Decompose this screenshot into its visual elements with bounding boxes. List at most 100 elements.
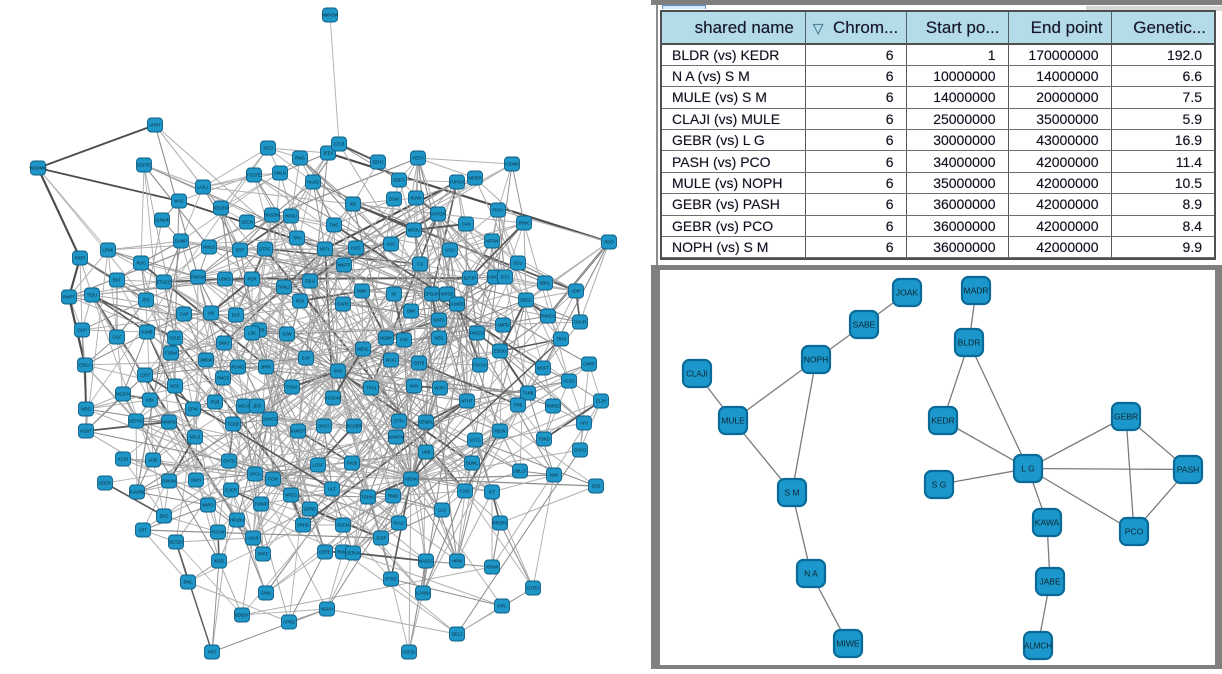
- svg-text:DBFO: DBFO: [393, 178, 405, 183]
- svg-text:FCW: FCW: [268, 477, 278, 482]
- svg-text:OJTEJ: OJTEJ: [527, 586, 540, 591]
- svg-text:NTKW: NTKW: [486, 565, 498, 570]
- svg-text:S G: S G: [932, 479, 947, 489]
- svg-text:OCCM: OCCM: [337, 523, 350, 528]
- svg-text:PJPSH: PJPSH: [450, 180, 464, 185]
- svg-text:NECEW: NECEW: [213, 206, 229, 211]
- svg-text:EAP: EAP: [302, 356, 311, 361]
- svg-text:MDG: MDG: [81, 407, 91, 412]
- svg-text:DSW: DSW: [389, 197, 399, 202]
- svg-text:DAMP: DAMP: [175, 239, 187, 244]
- svg-text:JDO: JDO: [253, 404, 262, 409]
- svg-text:MULE: MULE: [721, 415, 745, 425]
- svg-text:LNAS: LNAS: [248, 536, 259, 541]
- svg-text:MUH: MUH: [191, 478, 201, 483]
- svg-text:GECN: GECN: [241, 220, 253, 225]
- svg-text:RCII: RCII: [296, 299, 304, 304]
- svg-text:GNIK: GNIK: [261, 591, 271, 596]
- svg-text:PWCW: PWCW: [191, 275, 205, 280]
- svg-text:APJ: APJ: [580, 421, 588, 426]
- svg-text:EDOO: EDOO: [494, 349, 507, 354]
- svg-text:TCDD: TCDD: [227, 422, 239, 427]
- svg-text:DGER: DGER: [99, 481, 111, 486]
- svg-text:OAPE: OAPE: [337, 302, 349, 307]
- svg-text:FKSA: FKSA: [493, 208, 504, 213]
- svg-text:WPDE: WPDE: [441, 292, 454, 297]
- svg-text:BLDR: BLDR: [958, 337, 981, 347]
- svg-text:KEDR: KEDR: [931, 415, 955, 425]
- svg-text:NGMH: NGMH: [380, 336, 393, 341]
- svg-text:RNSOM: RNSOM: [264, 213, 280, 218]
- svg-text:NEG: NEG: [434, 336, 443, 341]
- svg-text:MIWE: MIWE: [836, 638, 859, 648]
- svg-text:PUB: PUB: [211, 400, 220, 405]
- svg-text:BELJ: BELJ: [452, 632, 462, 637]
- svg-text:PTP: PTP: [400, 338, 408, 343]
- svg-text:FJAD: FJAD: [460, 489, 470, 494]
- svg-text:IIDI: IIDI: [350, 202, 357, 207]
- svg-text:TPOI: TPOI: [366, 386, 376, 391]
- svg-text:SGFPE: SGFPE: [137, 163, 151, 168]
- svg-text:ELJH: ELJH: [596, 399, 606, 404]
- svg-text:ALMCH: ALMCH: [1024, 641, 1052, 650]
- svg-text:FIJ: FIJ: [417, 262, 423, 267]
- svg-text:NOJFN: NOJFN: [116, 392, 130, 397]
- svg-text:APCA: APCA: [249, 472, 261, 477]
- svg-text:UGU: UGU: [445, 248, 454, 253]
- svg-text:WKMMM: WKMMM: [29, 166, 47, 171]
- svg-text:PNMCS: PNMCS: [540, 314, 555, 319]
- svg-text:L G: L G: [1021, 463, 1034, 473]
- svg-text:AMPD: AMPD: [497, 323, 509, 328]
- svg-text:IFCI: IFCI: [501, 275, 509, 280]
- svg-text:GUWDO: GUWDO: [449, 302, 466, 307]
- svg-text:LFBI: LFBI: [149, 458, 158, 463]
- svg-text:GDRD: GDRD: [304, 507, 316, 512]
- svg-text:BMI: BMI: [407, 309, 414, 314]
- svg-text:WAE: WAE: [174, 199, 184, 204]
- svg-text:OEMFL: OEMFL: [419, 420, 434, 425]
- svg-text:TMC: TMC: [329, 223, 338, 228]
- svg-text:TNIWP: TNIWP: [254, 502, 268, 507]
- svg-text:MWTF: MWTF: [338, 263, 351, 268]
- svg-text:JPC: JPC: [142, 298, 150, 303]
- svg-text:LLO: LLO: [438, 508, 447, 513]
- svg-text:LAJLL: LAJLL: [197, 185, 210, 190]
- svg-text:WAJGC: WAJGC: [419, 559, 434, 564]
- svg-text:BDBSF: BDBSF: [235, 613, 249, 618]
- svg-text:GTLB: GTLB: [334, 142, 345, 147]
- svg-text:PCO: PCO: [1125, 526, 1144, 536]
- svg-text:JLEO: JLEO: [263, 146, 274, 151]
- svg-text:RRDPS: RRDPS: [493, 521, 508, 526]
- svg-text:CPGUM: CPGUM: [424, 292, 440, 297]
- svg-text:CWOIN: CWOIN: [488, 275, 502, 280]
- svg-text:TANB: TANB: [523, 391, 534, 396]
- svg-text:TKNLJ: TKNLJ: [278, 285, 291, 290]
- svg-text:NOC: NOC: [170, 384, 179, 389]
- svg-text:BTP: BTP: [236, 248, 244, 253]
- svg-text:FMLEO: FMLEO: [470, 331, 485, 336]
- svg-text:FSBM: FSBM: [165, 351, 177, 356]
- svg-text:DEPE: DEPE: [319, 550, 331, 555]
- svg-text:CAN: CAN: [462, 222, 471, 227]
- svg-text:NOPH: NOPH: [804, 354, 829, 364]
- svg-text:GEBR: GEBR: [1114, 411, 1138, 421]
- svg-text:LOSF: LOSF: [313, 463, 324, 468]
- svg-text:PASH: PASH: [1177, 464, 1200, 474]
- svg-text:DTPC: DTPC: [259, 247, 270, 252]
- svg-text:RUC: RUC: [136, 261, 145, 266]
- svg-text:OILF: OILF: [112, 335, 122, 340]
- svg-text:HFUBU: HFUBU: [230, 518, 244, 523]
- svg-text:PRB: PRB: [514, 403, 523, 408]
- svg-text:HCSAN: HCSAN: [326, 396, 341, 401]
- svg-text:JRWC: JRWC: [518, 221, 530, 226]
- svg-text:BDML: BDML: [466, 461, 478, 466]
- svg-text:MADR: MADR: [963, 285, 988, 295]
- svg-text:WJPJ: WJPJ: [435, 386, 446, 391]
- svg-text:NPEG: NPEG: [285, 493, 297, 498]
- svg-text:JPRK: JPRK: [261, 365, 272, 370]
- svg-text:WAWCM: WAWCM: [388, 435, 405, 440]
- svg-text:BGDBR: BGDBR: [347, 424, 362, 429]
- svg-text:EBGA: EBGA: [79, 363, 91, 368]
- svg-text:FSOTE: FSOTE: [247, 173, 261, 178]
- svg-text:KMTA: KMTA: [433, 318, 445, 323]
